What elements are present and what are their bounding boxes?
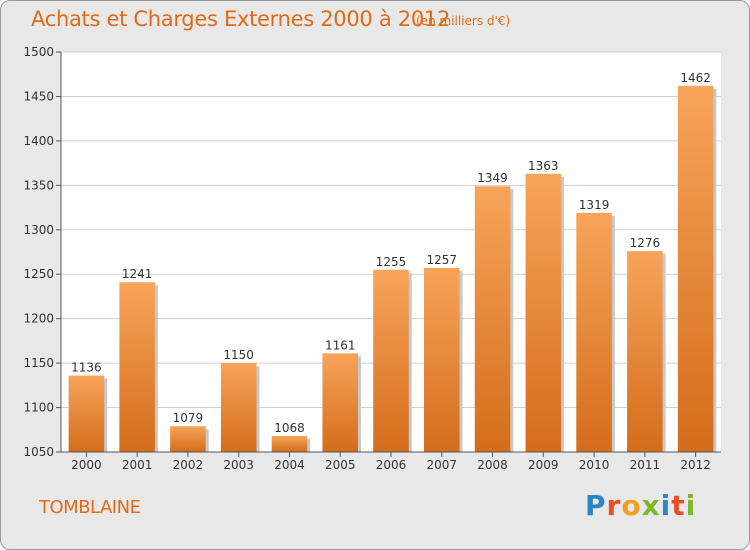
logo-letter: P [585, 489, 607, 522]
y-axis-ticks: 1050 1100 1150 1200 1250 1300 1350 1400 1450 1500 [23, 45, 61, 459]
bar [220, 363, 257, 452]
x-tick-label: 2010 [579, 458, 610, 472]
bar [474, 186, 511, 452]
proxiti-logo: Proxiti [585, 489, 696, 522]
logo-letter: x [641, 489, 661, 522]
bar-value-label: 1079 [173, 411, 204, 425]
bar [119, 282, 155, 452]
bar-value-label: 1161 [325, 338, 356, 352]
bar-value-label: 1241 [122, 267, 153, 281]
x-tick-label: 2003 [223, 458, 254, 472]
bar [576, 212, 612, 452]
bar [424, 268, 460, 452]
bars-group: 1136 1241 1079 1150 1068 1161 1255 1257 1349 1363… [68, 71, 717, 453]
x-tick-label: 2012 [680, 458, 711, 472]
bar-value-label: 1150 [223, 348, 254, 362]
bar-value-label: 1349 [477, 171, 508, 185]
y-tick-label: 1500 [23, 45, 54, 59]
x-tick-label: 2008 [477, 458, 508, 472]
bar [271, 436, 308, 452]
bar [525, 173, 562, 452]
bar [677, 85, 714, 453]
y-tick-label: 1300 [23, 223, 54, 237]
x-tick-label: 2009 [528, 458, 559, 472]
x-tick-label: 2004 [274, 458, 305, 472]
bar-value-label: 1462 [680, 71, 711, 85]
logo-letter: i [660, 489, 672, 522]
y-tick-label: 1100 [23, 401, 54, 415]
y-tick-label: 1400 [23, 134, 54, 148]
bar-value-label: 1276 [630, 236, 661, 250]
bar-value-label: 1068 [274, 421, 305, 435]
bar [170, 426, 206, 452]
y-tick-label: 1250 [23, 267, 54, 281]
chart-unit-label: (en milliers d'€) [416, 14, 511, 28]
bar [627, 251, 663, 452]
bar-value-label: 1255 [376, 255, 407, 269]
bar [373, 269, 409, 452]
bar [322, 353, 358, 452]
y-tick-label: 1050 [23, 445, 54, 459]
logo-letter: i [685, 489, 697, 522]
logo-letter: r [606, 489, 622, 522]
x-tick-label: 2001 [122, 458, 153, 472]
y-tick-label: 1150 [23, 356, 54, 370]
bar-value-label: 1136 [71, 361, 102, 375]
x-axis-ticks: 2000 2001 2002 2003 2004 2005 2006 2007 2008 2009… [71, 452, 711, 472]
x-tick-label: 2007 [426, 458, 457, 472]
bar [68, 375, 105, 452]
x-tick-label: 2002 [173, 458, 204, 472]
chart-title: Achats et Charges Externes 2000 à 2012 [31, 7, 451, 31]
y-tick-label: 1450 [23, 89, 54, 103]
x-tick-label: 2005 [325, 458, 356, 472]
bar-value-label: 1257 [426, 253, 457, 267]
bar-value-label: 1319 [579, 198, 610, 212]
logo-letter: o [621, 489, 642, 522]
y-tick-label: 1350 [23, 178, 54, 192]
logo-letter: t [671, 489, 686, 522]
town-name: TOMBLAINE [39, 497, 141, 518]
x-tick-label: 2006 [376, 458, 407, 472]
bar-value-label: 1363 [528, 159, 559, 173]
y-tick-label: 1200 [23, 312, 54, 326]
x-tick-label: 2000 [71, 458, 102, 472]
x-tick-label: 2011 [630, 458, 661, 472]
